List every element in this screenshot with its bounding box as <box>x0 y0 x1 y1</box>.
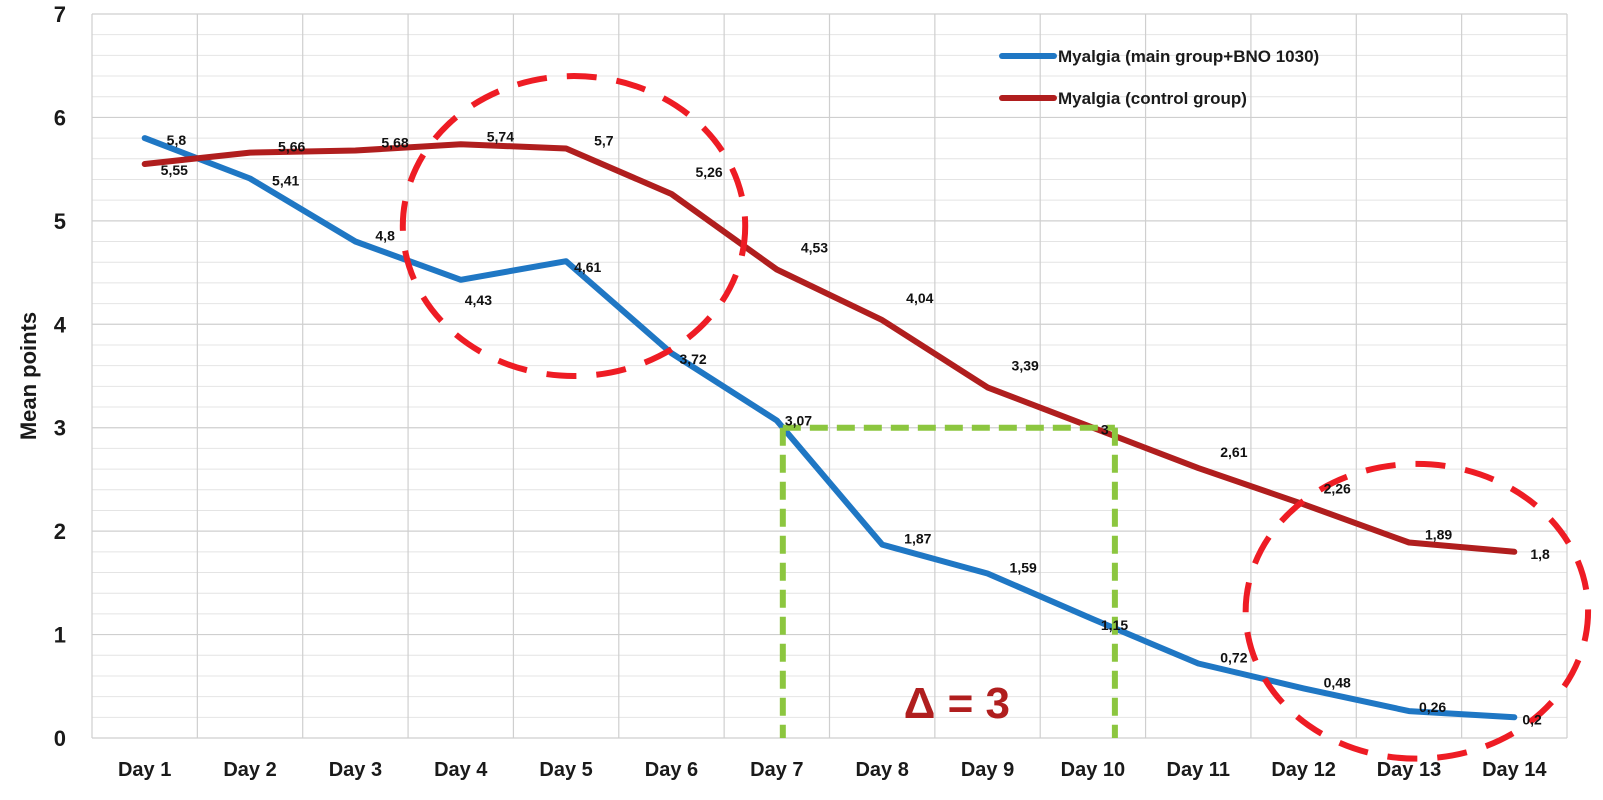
gridlines <box>91 13 1568 739</box>
y-axis-title: Mean points <box>16 312 41 440</box>
control-data-label: 1,89 <box>1425 527 1452 543</box>
y-tick-label: 0 <box>54 726 66 751</box>
control-group-line <box>141 141 1518 555</box>
control-data-label: 5,55 <box>161 162 188 178</box>
x-tick-label: Day 2 <box>223 759 276 781</box>
legend: Myalgia (main group+BNO 1030) Myalgia (co… <box>999 47 1319 108</box>
control-data-label: 2,61 <box>1220 444 1247 460</box>
main-group-line <box>141 135 1518 721</box>
control-data-label: 5,66 <box>278 139 305 155</box>
main-data-label: 4,61 <box>574 259 601 275</box>
x-tick-label: Day 1 <box>118 759 171 781</box>
main-data-label: 1,15 <box>1101 617 1128 633</box>
control-data-label: 5,7 <box>594 132 614 148</box>
control-data-label: 1,8 <box>1530 546 1550 562</box>
data-labels: 5,8 5,41 4,8 4,43 4,61 3,72 3,07 1,87 1,59 1,15 0,… <box>161 128 1550 727</box>
main-data-label: 0,72 <box>1220 650 1247 666</box>
control-data-label: 3,39 <box>1012 357 1039 373</box>
x-tick-label: Day 11 <box>1167 759 1230 781</box>
main-data-label: 0,2 <box>1522 711 1542 727</box>
annotations: Δ = 3 <box>399 73 1592 762</box>
main-data-label: 4,43 <box>465 292 492 308</box>
y-tick-label: 3 <box>54 416 66 441</box>
main-data-label: 0,48 <box>1324 674 1351 690</box>
x-tick-label: Day 8 <box>855 759 908 781</box>
y-tick-label: 4 <box>54 312 67 337</box>
x-tick-label: Day 7 <box>750 759 803 781</box>
main-data-label: 4,8 <box>375 228 395 244</box>
y-tick-label: 6 <box>54 105 66 130</box>
legend-label-control: Myalgia (control group) <box>1058 89 1247 108</box>
control-data-label: 5,74 <box>487 128 514 144</box>
control-data-label: 5,26 <box>695 164 722 180</box>
main-data-label: 1,87 <box>904 531 931 547</box>
x-tick-label: Day 10 <box>1061 759 1126 781</box>
main-data-label: 5,8 <box>167 132 187 148</box>
legend-label-main: Myalgia (main group+BNO 1030) <box>1058 47 1319 66</box>
main-data-label: 5,41 <box>272 172 299 188</box>
series-lines <box>141 135 1518 721</box>
main-data-label: 0,26 <box>1419 699 1446 715</box>
x-tick-label: Day 6 <box>645 759 698 781</box>
highlight-circle-2 <box>1242 460 1592 762</box>
y-tick-label: 1 <box>54 623 66 648</box>
x-tick-label: Day 9 <box>961 759 1014 781</box>
delta-label: Δ = 3 <box>904 679 1010 728</box>
x-tick-label: Day 14 <box>1482 759 1547 781</box>
main-data-label: 3,72 <box>679 351 706 367</box>
control-data-label: 3 <box>1101 422 1109 438</box>
control-data-label: 4,53 <box>801 239 828 255</box>
x-axis-ticks: Day 1 Day 2 Day 3 Day 4 Day 5 Day 6 Day 7 Day 8… <box>118 759 1547 781</box>
control-data-label: 5,68 <box>381 135 408 151</box>
x-tick-label: Day 4 <box>434 759 488 781</box>
y-tick-label: 7 <box>54 2 66 27</box>
x-tick-label: Day 13 <box>1377 759 1442 781</box>
control-data-label: 2,26 <box>1324 480 1351 496</box>
y-tick-label: 2 <box>54 519 66 544</box>
main-data-label: 3,07 <box>785 412 812 428</box>
x-tick-label: Day 5 <box>539 759 592 781</box>
y-tick-label: 5 <box>54 209 66 234</box>
x-tick-label: Day 3 <box>329 759 382 781</box>
main-data-label: 1,59 <box>1010 560 1037 576</box>
x-tick-label: Day 12 <box>1271 759 1336 781</box>
y-axis-ticks: 0 1 2 3 4 5 6 7 <box>54 2 67 751</box>
highlight-circle-1 <box>399 73 749 379</box>
control-data-label: 4,04 <box>906 290 933 306</box>
